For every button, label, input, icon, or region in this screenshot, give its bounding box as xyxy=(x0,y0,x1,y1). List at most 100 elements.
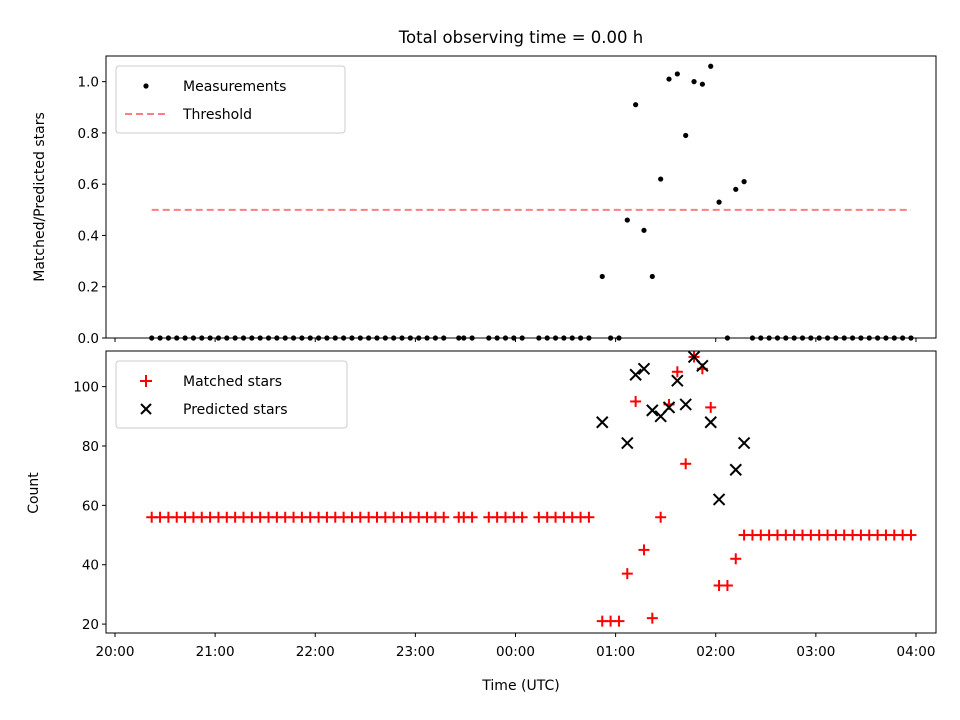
predicted-star-point xyxy=(629,368,642,381)
matched-star-point xyxy=(655,511,667,523)
legend-measurements-marker xyxy=(143,83,149,89)
x-tick-label: 03:00 xyxy=(796,644,835,660)
y-tick-label: 1.0 xyxy=(78,75,99,91)
predicted-star-b xyxy=(596,416,609,429)
y-tick-label: 0.2 xyxy=(78,280,99,296)
predicted-star-point xyxy=(671,374,684,387)
top-legend-box xyxy=(115,65,346,134)
predicted-star-b xyxy=(737,436,751,450)
predicted-star-b xyxy=(712,493,726,506)
top-y-axis-label: Matched/Predicted stars xyxy=(32,112,48,282)
top-chart-title: Total observing time = 0.00 h xyxy=(398,28,643,47)
y-tick-label: 20 xyxy=(82,617,99,633)
y-tick-label: 0.6 xyxy=(78,177,99,193)
predicted-star-b xyxy=(679,398,692,411)
measurement-point xyxy=(624,217,630,223)
legend-predicted-label: Predicted stars xyxy=(183,402,288,418)
measurement-point xyxy=(699,81,705,87)
legend-threshold-label: Threshold xyxy=(182,107,252,123)
predicted-star-b xyxy=(696,359,709,373)
bottom-x-axis-ticks: 20:00 21:00 22:00 23:00 00:00 01:00 02:00 03:00… xyxy=(96,633,936,660)
measurement-point xyxy=(716,199,722,205)
x-tick-label: 02:00 xyxy=(696,644,735,660)
predicted-star-point xyxy=(621,436,634,450)
x-tick-label: 00:00 xyxy=(496,644,535,660)
measurement-point xyxy=(633,102,639,108)
y-tick-label: 0.0 xyxy=(78,331,99,347)
top-axes-frame xyxy=(105,55,937,339)
predicted-star-point xyxy=(704,416,717,429)
bottom-y-axis-ticks: 20 40 60 80 100 xyxy=(73,380,106,633)
x-tick-label: 21:00 xyxy=(196,644,235,660)
measurement-point xyxy=(599,273,605,280)
matched-stars-series xyxy=(146,351,917,627)
matched-star-point xyxy=(721,580,733,592)
bottom-x-axis-label: Time (UTC) xyxy=(481,678,559,694)
matched-star-point xyxy=(630,395,642,407)
matched-star-point xyxy=(646,612,658,624)
measurement-point xyxy=(691,79,697,85)
matched-star-point xyxy=(638,544,650,556)
x-tick-label: 20:00 xyxy=(96,644,135,660)
legend-measurements-label: Measurements xyxy=(183,79,286,95)
predicted-star-b xyxy=(662,401,676,414)
y-tick-label: 60 xyxy=(82,498,99,514)
predicted-star-point xyxy=(712,493,726,506)
matched-star-point xyxy=(680,458,692,470)
top-panel: 0.0 0.2 0.4 0.6 0.8 1.0 Matched/Predicted sta… xyxy=(32,55,937,347)
predicted-star-point xyxy=(696,359,709,373)
top-legend: Measurements Threshold xyxy=(115,65,346,134)
bottom-axes-frame xyxy=(105,350,937,634)
matched-star-point xyxy=(705,401,717,413)
predicted-star-b xyxy=(671,374,684,387)
predicted-star-b xyxy=(687,350,701,364)
x-tick-label: 23:00 xyxy=(396,644,435,660)
predicted-star-point xyxy=(637,362,651,376)
bottom-legend-box xyxy=(115,360,348,429)
x-tick-label: 04:00 xyxy=(897,644,936,660)
predicted-star-point xyxy=(662,401,676,414)
legend-predicted-marker xyxy=(140,403,152,415)
matched-star-point xyxy=(613,615,625,627)
matched-star-point xyxy=(583,511,595,523)
measurement-point xyxy=(674,71,680,77)
predicted-star-point xyxy=(737,436,751,450)
matched-star-point xyxy=(438,511,450,523)
matched-star-point xyxy=(516,511,528,523)
predicted-star-point xyxy=(646,404,659,417)
top-y-axis-ticks: 0.0 0.2 0.4 0.6 0.8 1.0 xyxy=(78,75,106,347)
legend-matched-label: Matched stars xyxy=(183,374,282,390)
bottom-panel: 20 40 60 80 100 20:00 21:00 22:00 23:00 00:00 01:… xyxy=(26,350,937,694)
y-tick-label: 80 xyxy=(82,439,99,455)
bottom-y-axis-label: Count xyxy=(26,472,42,514)
x-tick-label: 01:00 xyxy=(596,644,635,660)
measurement-point xyxy=(649,273,655,280)
matched-star-point xyxy=(671,366,683,378)
measurement-point xyxy=(666,76,672,82)
x-tick-label: 22:00 xyxy=(296,644,335,660)
bottom-legend: Matched stars Predicted stars xyxy=(115,360,348,429)
predicted-star-b xyxy=(704,416,717,429)
measurement-point xyxy=(658,176,664,182)
y-tick-label: 40 xyxy=(82,558,99,574)
predicted-stars-series xyxy=(596,350,751,506)
predicted-star-b xyxy=(629,368,642,381)
measurement-point xyxy=(641,227,647,233)
predicted-star-point xyxy=(679,398,692,411)
y-tick-label: 100 xyxy=(73,380,99,396)
matched-star-point xyxy=(905,529,917,541)
y-tick-label: 0.4 xyxy=(78,228,99,244)
measurement-point xyxy=(733,186,739,192)
predicted-star-point xyxy=(596,416,609,429)
predicted-star-point xyxy=(729,463,742,476)
matched-star-point xyxy=(466,511,478,523)
matched-star-point xyxy=(730,553,742,565)
measurement-point xyxy=(708,63,714,69)
measurement-point xyxy=(741,179,747,185)
matched-star-point xyxy=(621,568,633,580)
predicted-star-b xyxy=(637,362,651,376)
measurement-point xyxy=(683,132,689,139)
predicted-star-b xyxy=(621,436,634,450)
legend-matched-marker xyxy=(140,375,152,387)
